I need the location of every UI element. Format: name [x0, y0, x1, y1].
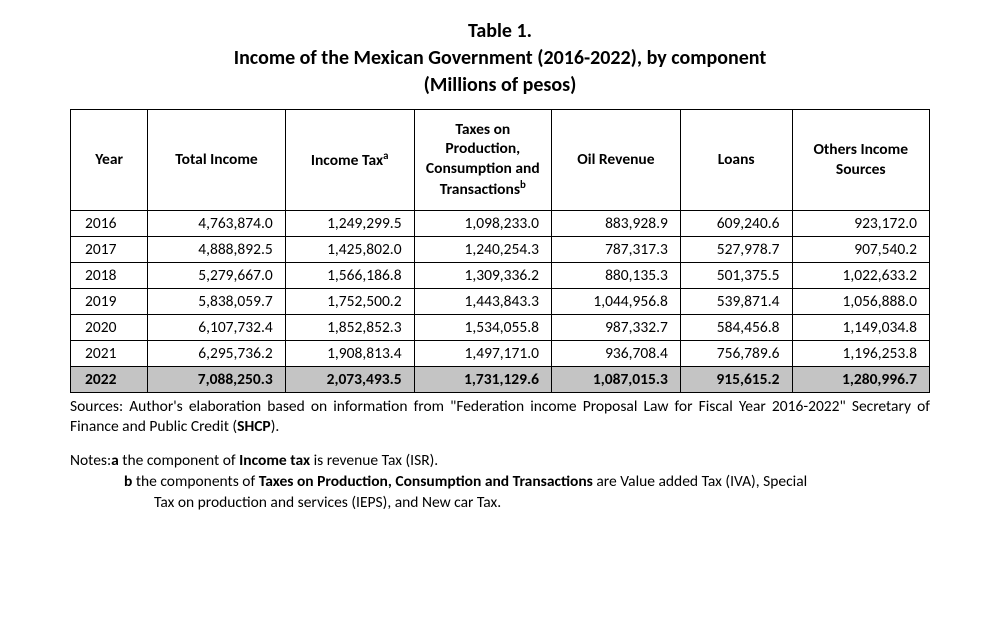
cell-3-2: 1,443,843.3 — [414, 288, 551, 314]
title-line2: Income of the Mexican Government (2016-2… — [70, 45, 930, 72]
note-b-line2: Tax on production and services (IEPS), a… — [70, 493, 930, 514]
note-b-after1: are Value added Tax (IVA), Special — [593, 472, 807, 491]
table-row: 20195,838,059.71,752,500.21,443,843.31,0… — [71, 288, 930, 314]
cell-3-0: 5,838,059.7 — [148, 288, 285, 314]
cell-0-4: 609,240.6 — [680, 210, 792, 236]
cell-3-3: 1,044,956.8 — [552, 288, 681, 314]
cell-6-3: 1,087,015.3 — [552, 366, 681, 392]
cell-0-1: 1,249,299.5 — [285, 210, 414, 236]
cell-year-1: 2017 — [71, 236, 148, 262]
sources-body-2: ). — [271, 417, 280, 436]
cell-year-6: 2022 — [71, 366, 148, 392]
cell-0-2: 1,098,233.0 — [414, 210, 551, 236]
col-header-label-4: Oil Revenue — [577, 150, 654, 169]
table-row: 20185,279,667.01,566,186.81,309,336.2880… — [71, 262, 930, 288]
cell-year-0: 2016 — [71, 210, 148, 236]
col-header-label-5: Loans — [718, 150, 755, 169]
cell-1-1: 1,425,802.0 — [285, 236, 414, 262]
table-row: 20206,107,732.41,852,852.31,534,055.8987… — [71, 314, 930, 340]
title-line1: Table 1. — [70, 18, 930, 45]
col-header-sup-3: b — [520, 178, 526, 191]
table-row: 20174,888,892.51,425,802.01,240,254.3787… — [71, 236, 930, 262]
sources-bold: SHCP — [237, 417, 271, 436]
cell-year-4: 2020 — [71, 314, 148, 340]
note-a-after: is revenue Tax (ISR). — [310, 451, 438, 470]
sources-text: Sources: Author's elaboration based on i… — [70, 397, 930, 437]
note-a-bold: Income tax — [239, 451, 310, 470]
cell-1-4: 527,978.7 — [680, 236, 792, 262]
cell-5-1: 1,908,813.4 — [285, 340, 414, 366]
cell-5-4: 756,789.6 — [680, 340, 792, 366]
col-header-3: Taxes on Production, Consumption and Tra… — [414, 110, 551, 211]
title-line3: (Millions of pesos) — [70, 72, 930, 99]
cell-2-1: 1,566,186.8 — [285, 262, 414, 288]
cell-1-3: 787,317.3 — [552, 236, 681, 262]
cell-6-1: 2,073,493.5 — [285, 366, 414, 392]
note-b-bold: Taxes on Production, Consumption and Tra… — [259, 472, 593, 491]
cell-4-3: 987,332.7 — [552, 314, 681, 340]
notes-block: Notes: a the component of Income tax is … — [70, 451, 930, 514]
note-a-body: a the component of Income tax is revenue… — [111, 451, 930, 472]
table-row: 20216,295,736.21,908,813.41,497,171.0936… — [71, 340, 930, 366]
table-row: 20227,088,250.32,073,493.51,731,129.61,0… — [71, 366, 930, 392]
col-header-sup-2: a — [383, 149, 388, 162]
cell-3-5: 1,056,888.0 — [792, 288, 929, 314]
cell-year-5: 2021 — [71, 340, 148, 366]
cell-5-3: 936,708.4 — [552, 340, 681, 366]
cell-6-0: 7,088,250.3 — [148, 366, 285, 392]
cell-2-3: 880,135.3 — [552, 262, 681, 288]
table-body: 20164,763,874.01,249,299.51,098,233.0883… — [71, 210, 930, 392]
cell-0-3: 883,928.9 — [552, 210, 681, 236]
cell-6-5: 1,280,996.7 — [792, 366, 929, 392]
note-b-line1: b the components of Taxes on Production,… — [70, 472, 930, 493]
cell-4-0: 6,107,732.4 — [148, 314, 285, 340]
note-a-before: the component of — [119, 451, 239, 470]
cell-0-0: 4,763,874.0 — [148, 210, 285, 236]
col-header-label-2: Income Tax — [311, 151, 383, 170]
note-a: Notes: a the component of Income tax is … — [70, 451, 930, 472]
cell-1-2: 1,240,254.3 — [414, 236, 551, 262]
col-header-1: Total Income — [148, 110, 285, 211]
cell-2-0: 5,279,667.0 — [148, 262, 285, 288]
cell-1-5: 907,540.2 — [792, 236, 929, 262]
col-header-5: Loans — [680, 110, 792, 211]
notes-prefix: Notes: — [70, 451, 111, 472]
col-header-2: Income Taxa — [285, 110, 414, 211]
note-b-before: the components of — [132, 472, 258, 491]
col-header-4: Oil Revenue — [552, 110, 681, 211]
cell-1-0: 4,888,892.5 — [148, 236, 285, 262]
cell-5-0: 6,295,736.2 — [148, 340, 285, 366]
cell-6-2: 1,731,129.6 — [414, 366, 551, 392]
income-table: YearTotal IncomeIncome TaxaTaxes on Prod… — [70, 109, 930, 393]
col-header-0: Year — [71, 110, 148, 211]
sources-prefix: Sources: — [70, 397, 129, 416]
cell-4-4: 584,456.8 — [680, 314, 792, 340]
sources-body-1: Author's elaboration based on informatio… — [70, 397, 930, 436]
note-a-letter: a — [111, 451, 119, 470]
cell-6-4: 915,615.2 — [680, 366, 792, 392]
cell-year-2: 2018 — [71, 262, 148, 288]
col-header-label-6: Others Income Sources — [813, 140, 908, 178]
col-header-label-1: Total Income — [175, 150, 257, 169]
col-header-6: Others Income Sources — [792, 110, 929, 211]
cell-year-3: 2019 — [71, 288, 148, 314]
table-title: Table 1. Income of the Mexican Governmen… — [70, 18, 930, 99]
cell-2-4: 501,375.5 — [680, 262, 792, 288]
cell-3-1: 1,752,500.2 — [285, 288, 414, 314]
table-row: 20164,763,874.01,249,299.51,098,233.0883… — [71, 210, 930, 236]
cell-0-5: 923,172.0 — [792, 210, 929, 236]
cell-2-2: 1,309,336.2 — [414, 262, 551, 288]
cell-4-2: 1,534,055.8 — [414, 314, 551, 340]
cell-5-2: 1,497,171.0 — [414, 340, 551, 366]
col-header-label-0: Year — [95, 150, 123, 169]
cell-3-4: 539,871.4 — [680, 288, 792, 314]
cell-2-5: 1,022,633.2 — [792, 262, 929, 288]
cell-4-1: 1,852,852.3 — [285, 314, 414, 340]
header-row: YearTotal IncomeIncome TaxaTaxes on Prod… — [71, 110, 930, 211]
cell-4-5: 1,149,034.8 — [792, 314, 929, 340]
cell-5-5: 1,196,253.8 — [792, 340, 929, 366]
